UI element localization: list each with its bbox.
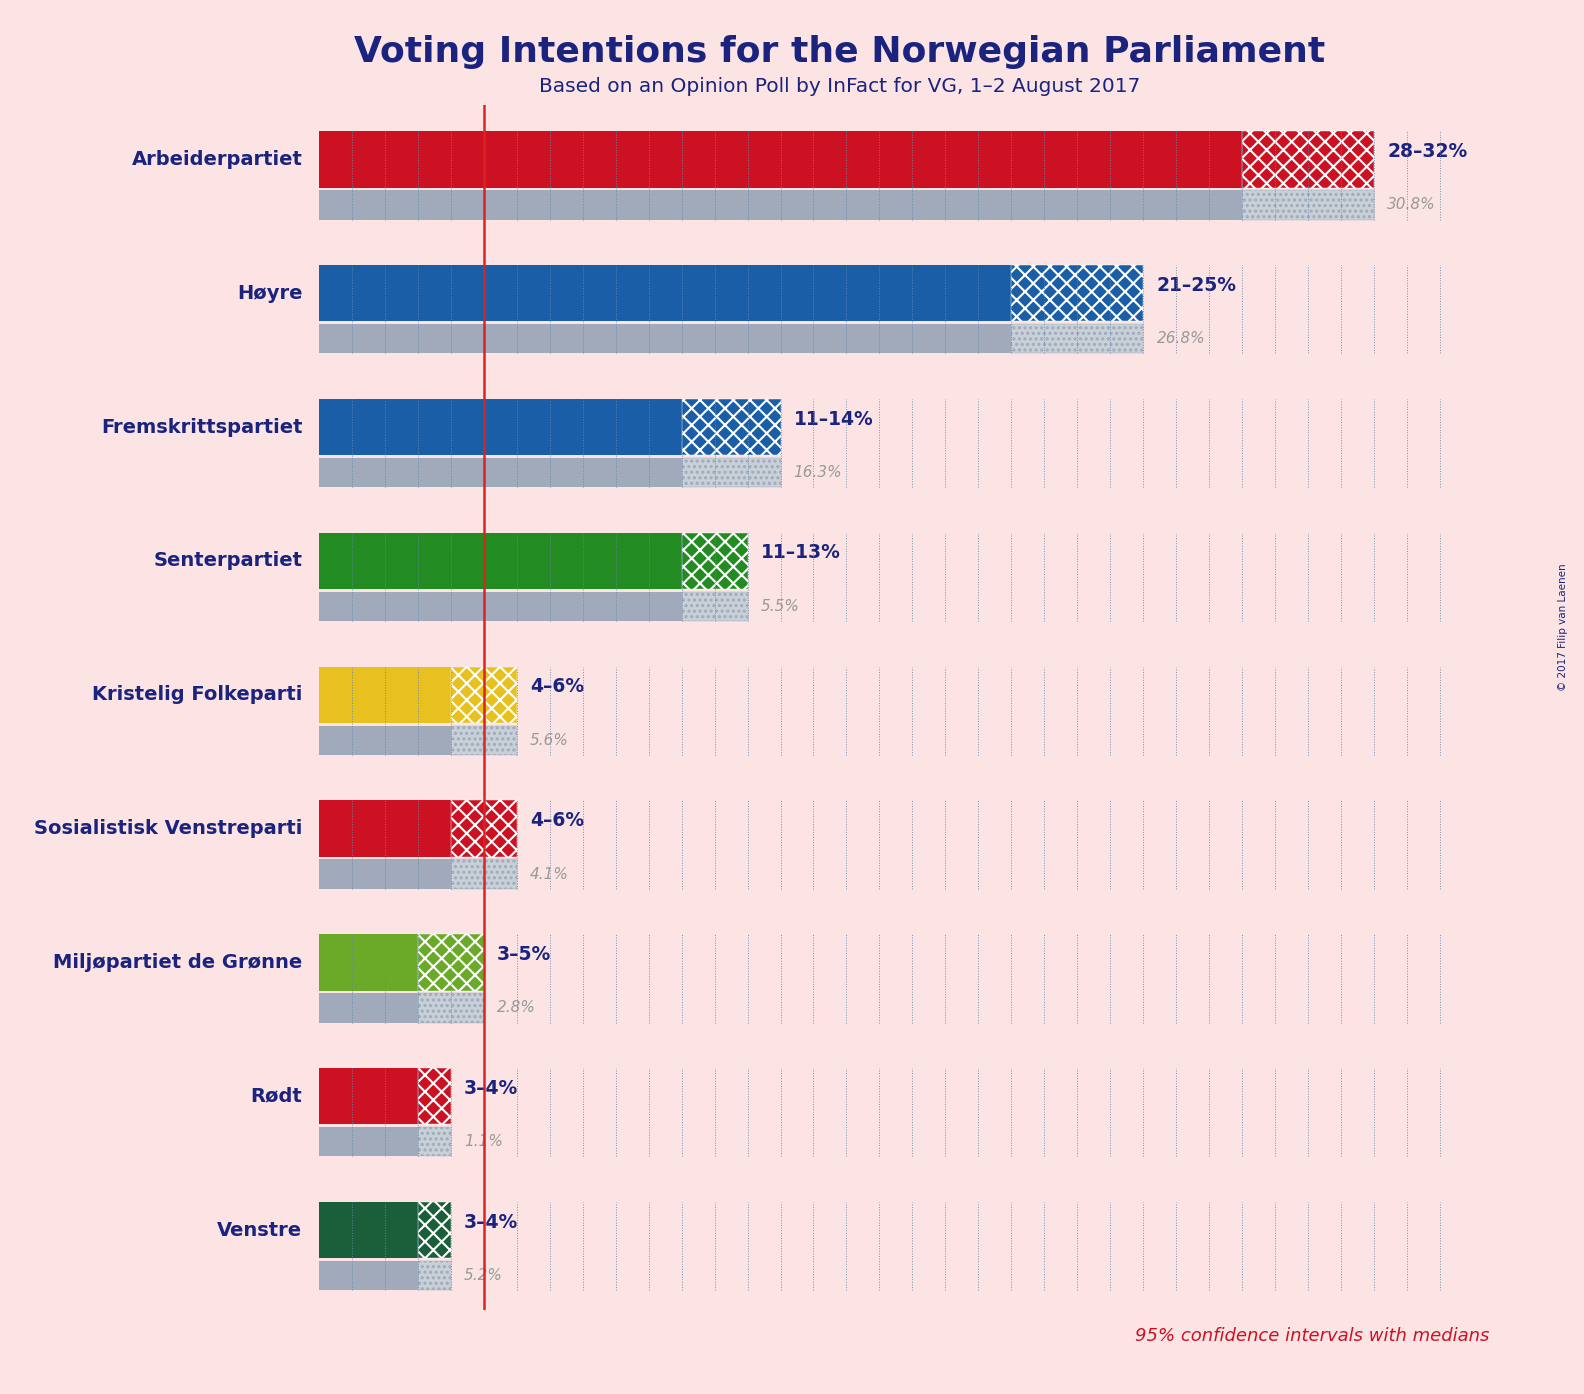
Text: 5.5%: 5.5% — [760, 599, 800, 613]
Bar — [681, 399, 781, 456]
Text: Venstre: Venstre — [217, 1221, 303, 1239]
Text: 1.1%: 1.1% — [464, 1135, 502, 1149]
Text: 5.2%: 5.2% — [464, 1269, 502, 1282]
Text: Kristelig Folkeparti: Kristelig Folkeparti — [92, 686, 303, 704]
Text: 26.8%: 26.8% — [1156, 332, 1205, 346]
Bar — [418, 1260, 451, 1291]
Text: 21–25%: 21–25% — [1156, 276, 1237, 294]
Text: 3–4%: 3–4% — [464, 1079, 518, 1097]
Bar — [318, 591, 748, 622]
Bar — [318, 993, 483, 1023]
Text: Høyre: Høyre — [236, 284, 303, 302]
Bar — [318, 1126, 451, 1157]
Text: Based on an Opinion Poll by InFact for VG, 1–2 August 2017: Based on an Opinion Poll by InFact for V… — [539, 77, 1140, 96]
Bar — [318, 934, 418, 991]
Bar — [681, 533, 748, 590]
Text: Arbeiderpartiet: Arbeiderpartiet — [131, 151, 303, 169]
Text: © 2017 Filip van Laenen: © 2017 Filip van Laenen — [1559, 563, 1568, 691]
Text: 11–13%: 11–13% — [760, 544, 841, 562]
Bar — [318, 399, 681, 456]
Text: 16.3%: 16.3% — [794, 466, 843, 480]
Bar — [318, 323, 1144, 354]
Bar — [418, 993, 483, 1023]
Text: Voting Intentions for the Norwegian Parliament: Voting Intentions for the Norwegian Parl… — [353, 35, 1326, 68]
Bar — [318, 533, 681, 590]
Bar — [1242, 190, 1375, 220]
Bar — [451, 666, 516, 723]
Bar — [318, 190, 1375, 220]
Text: 3–4%: 3–4% — [464, 1213, 518, 1231]
Bar — [318, 666, 451, 723]
Bar — [318, 725, 516, 756]
Bar — [451, 800, 516, 857]
Bar — [318, 1068, 418, 1125]
Bar — [418, 1202, 451, 1259]
Text: 4–6%: 4–6% — [531, 677, 584, 696]
Text: 28–32%: 28–32% — [1388, 142, 1468, 160]
Text: 95% confidence intervals with medians: 95% confidence intervals with medians — [1134, 1327, 1489, 1345]
Text: Miljøpartiet de Grønne: Miljøpartiet de Grønne — [52, 953, 303, 972]
Text: 2.8%: 2.8% — [497, 1001, 535, 1015]
Text: 4.1%: 4.1% — [531, 867, 569, 881]
Bar — [418, 1126, 451, 1157]
Bar — [681, 457, 781, 488]
Text: Senterpartiet: Senterpartiet — [154, 552, 303, 570]
Bar — [451, 859, 516, 889]
Bar — [681, 591, 748, 622]
Bar — [318, 859, 516, 889]
Bar — [1011, 265, 1144, 322]
Text: Rødt: Rødt — [250, 1087, 303, 1105]
Bar — [1242, 131, 1375, 188]
Bar — [318, 265, 1011, 322]
Text: 3–5%: 3–5% — [497, 945, 551, 963]
Text: Fremskrittspartiet: Fremskrittspartiet — [101, 418, 303, 436]
Bar — [318, 1202, 418, 1259]
Bar — [318, 131, 1242, 188]
Bar — [451, 725, 516, 756]
Bar — [318, 800, 451, 857]
Text: 11–14%: 11–14% — [794, 410, 873, 428]
Bar — [1011, 323, 1144, 354]
Text: 30.8%: 30.8% — [1388, 198, 1437, 212]
Text: 5.6%: 5.6% — [531, 733, 569, 747]
Bar — [318, 457, 781, 488]
Bar — [418, 934, 483, 991]
Text: 4–6%: 4–6% — [531, 811, 584, 829]
Text: Sosialistisk Venstreparti: Sosialistisk Venstreparti — [33, 820, 303, 838]
Bar — [318, 1260, 451, 1291]
Bar — [418, 1068, 451, 1125]
